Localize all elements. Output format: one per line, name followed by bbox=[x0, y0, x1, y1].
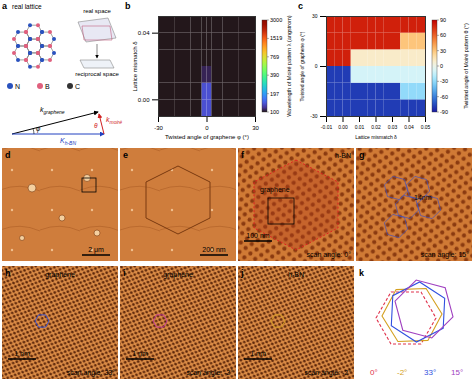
svg-text:390: 390 bbox=[270, 72, 279, 78]
svg-text:-30: -30 bbox=[440, 78, 448, 84]
svg-text:c: c bbox=[298, 1, 303, 11]
svg-text:graphene: graphene bbox=[45, 271, 75, 279]
svg-text:33°: 33° bbox=[424, 368, 436, 377]
svg-text:i: i bbox=[123, 268, 126, 278]
svg-text:-0.01: -0.01 bbox=[321, 124, 333, 130]
svg-text:e: e bbox=[123, 150, 128, 160]
svg-text:30: 30 bbox=[312, 13, 318, 19]
svg-text:1519: 1519 bbox=[270, 35, 282, 41]
svg-text:scan angle: -2°: scan angle: -2° bbox=[186, 369, 233, 377]
svg-text:1 nm: 1 nm bbox=[14, 350, 30, 357]
svg-text:15°: 15° bbox=[451, 368, 463, 377]
svg-text:scan angle: 15°: scan angle: 15° bbox=[421, 251, 470, 259]
svg-text:0.00: 0.00 bbox=[138, 97, 150, 103]
svg-text:Lattice mismatch δ: Lattice mismatch δ bbox=[132, 41, 138, 92]
svg-text:197: 197 bbox=[270, 91, 279, 97]
svg-text:0°: 0° bbox=[370, 368, 378, 377]
svg-text:0.05: 0.05 bbox=[421, 124, 431, 130]
svg-text:Wavelength of Moiré pattern λ: Wavelength of Moiré pattern λ (angstrom) bbox=[286, 15, 292, 116]
svg-text:h: h bbox=[5, 268, 11, 278]
svg-text:real space: real space bbox=[83, 8, 111, 14]
svg-text:0.01: 0.01 bbox=[355, 124, 365, 130]
svg-text:g: g bbox=[359, 150, 365, 160]
svg-text:Kh-BN: Kh-BN bbox=[60, 137, 76, 146]
svg-text:h-BN: h-BN bbox=[288, 271, 304, 278]
svg-text:769: 769 bbox=[270, 54, 279, 60]
svg-text:2 μm: 2 μm bbox=[88, 246, 104, 254]
svg-text:Twisted angle of graphene φ (°: Twisted angle of graphene φ (°) bbox=[299, 31, 305, 101]
svg-text:0: 0 bbox=[315, 63, 318, 69]
svg-text:60: 60 bbox=[440, 32, 446, 38]
svg-text:Lattice mismatch δ: Lattice mismatch δ bbox=[355, 134, 397, 140]
svg-text:k: k bbox=[359, 268, 365, 278]
svg-text:1 nm: 1 nm bbox=[250, 350, 266, 357]
svg-text:100: 100 bbox=[270, 109, 279, 115]
svg-text:θ: θ bbox=[94, 122, 98, 129]
svg-text:φ: φ bbox=[36, 125, 41, 133]
svg-text:30: 30 bbox=[252, 125, 259, 131]
svg-text:0.04: 0.04 bbox=[404, 124, 414, 130]
svg-text:d: d bbox=[5, 150, 11, 160]
svg-text:N: N bbox=[15, 83, 20, 90]
svg-text:kgraphene: kgraphene bbox=[40, 106, 65, 115]
svg-text:scan angle: 0°: scan angle: 0° bbox=[307, 251, 352, 259]
svg-text:j: j bbox=[240, 268, 244, 278]
svg-text:b: b bbox=[125, 1, 131, 11]
svg-text:-30: -30 bbox=[310, 113, 317, 119]
svg-text:0.04: 0.04 bbox=[138, 30, 150, 36]
svg-text:real lattice: real lattice bbox=[12, 3, 42, 10]
svg-text:0: 0 bbox=[440, 63, 443, 69]
svg-text:scan angle: -2°: scan angle: -2° bbox=[304, 369, 351, 377]
svg-text:3000: 3000 bbox=[270, 17, 282, 23]
svg-text:14nm: 14nm bbox=[414, 194, 432, 201]
svg-text:100 nm: 100 nm bbox=[246, 232, 270, 239]
svg-text:Twisted angle of graphene φ (°: Twisted angle of graphene φ (°) bbox=[165, 134, 249, 140]
svg-text:0: 0 bbox=[205, 125, 209, 131]
svg-text:0.02: 0.02 bbox=[371, 124, 381, 130]
svg-text:f: f bbox=[241, 150, 245, 160]
svg-text:kmoiré: kmoiré bbox=[106, 116, 122, 125]
svg-text:-30: -30 bbox=[154, 125, 163, 131]
svg-text:h-BN: h-BN bbox=[335, 152, 351, 159]
svg-text:a: a bbox=[2, 1, 8, 11]
svg-text:graphene: graphene bbox=[260, 186, 290, 194]
svg-text:B: B bbox=[45, 83, 50, 90]
svg-text:0.00: 0.00 bbox=[338, 124, 348, 130]
svg-text:-2°: -2° bbox=[397, 368, 407, 377]
svg-text:200 nm: 200 nm bbox=[202, 246, 226, 253]
svg-text:C: C bbox=[75, 83, 80, 90]
svg-text:reciprocal space: reciprocal space bbox=[75, 71, 119, 77]
svg-text:graphene: graphene bbox=[163, 271, 193, 279]
svg-text:30: 30 bbox=[440, 48, 446, 54]
svg-text:Twisted angle of Moiré pattern: Twisted angle of Moiré pattern θ (°) bbox=[463, 23, 469, 109]
svg-text:0.03: 0.03 bbox=[388, 124, 398, 130]
svg-text:-60: -60 bbox=[440, 94, 448, 100]
svg-text:scan angle: 33°: scan angle: 33° bbox=[67, 369, 116, 377]
svg-text:-90: -90 bbox=[440, 109, 448, 115]
svg-text:1 nm: 1 nm bbox=[132, 350, 148, 357]
svg-text:90: 90 bbox=[440, 17, 446, 23]
